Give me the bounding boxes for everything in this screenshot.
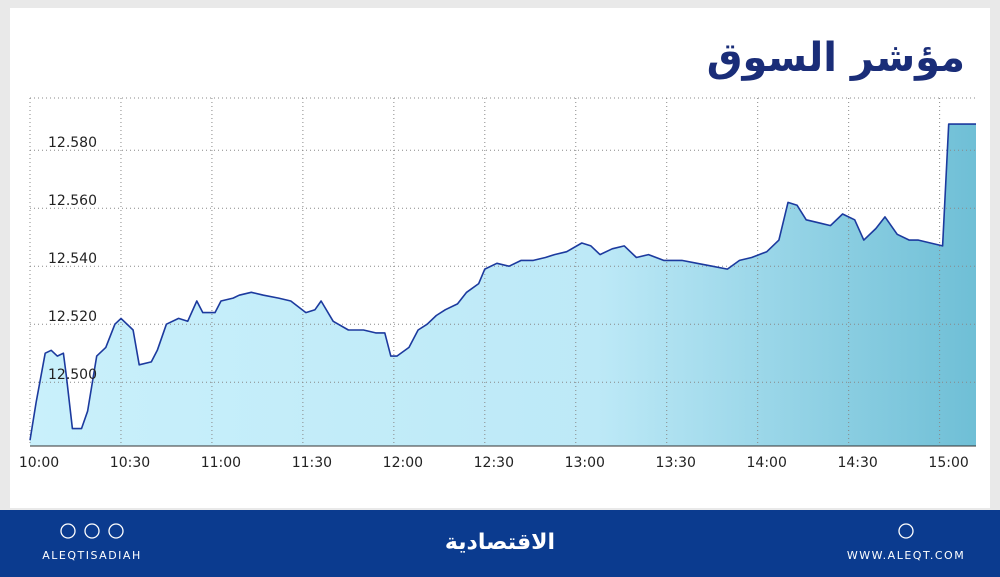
x-tick-label: 11:00 bbox=[201, 455, 241, 471]
line bbox=[29, 123, 976, 441]
x-tick-label: 13:30 bbox=[656, 455, 696, 471]
x-tick-label: 11:30 bbox=[292, 455, 332, 471]
x-tick-label: 12:00 bbox=[383, 455, 423, 471]
footer-logo: الاقتصادية bbox=[445, 530, 555, 555]
y-tick-label: 12.520 bbox=[48, 309, 97, 325]
footer-right: WWW.ALEQT.COM bbox=[847, 549, 965, 562]
x-tick-label: 10:00 bbox=[19, 455, 59, 471]
x-tick-label: 14:00 bbox=[747, 455, 787, 471]
footer-left: ALEQTISADIAH bbox=[42, 549, 141, 562]
social-icons bbox=[60, 523, 914, 539]
y-tick-label: 12.540 bbox=[48, 251, 97, 267]
chart-title: مؤشر السوق bbox=[707, 35, 965, 81]
x-tick-label: 10:30 bbox=[110, 455, 150, 471]
footer-bar bbox=[0, 510, 1000, 577]
x-tick-label: 14:30 bbox=[837, 455, 877, 471]
x-tick-label: 12:30 bbox=[474, 455, 514, 471]
area-fill bbox=[30, 124, 976, 446]
y-tick-label: 12.580 bbox=[48, 135, 97, 151]
x-tick-label: 13:00 bbox=[565, 455, 605, 471]
x-tick-label: 15:00 bbox=[928, 455, 968, 471]
y-tick-label: 12.560 bbox=[48, 193, 97, 209]
y-tick-label: 12.500 bbox=[48, 367, 97, 383]
